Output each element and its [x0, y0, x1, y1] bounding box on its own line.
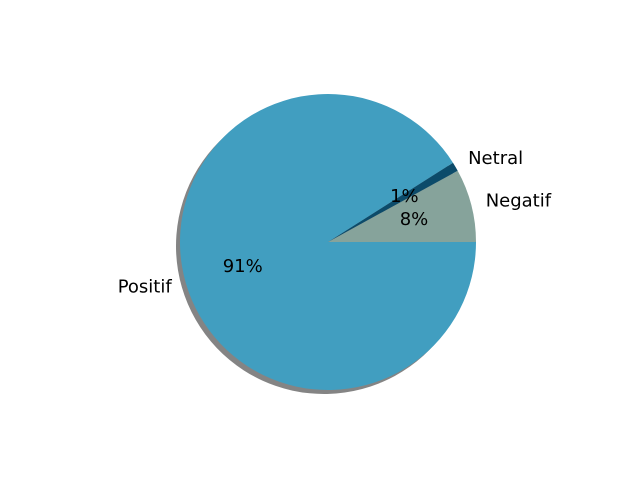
slice-percent-negatif: 8% [400, 209, 429, 230]
slice-percent-positif: 91% [223, 256, 263, 277]
pie-slices [180, 94, 476, 391]
slice-positif [180, 94, 476, 391]
pie-labels: Negatif 8% Netral 1% Positif 91% [118, 148, 552, 297]
slice-label-positif: Positif [118, 276, 173, 297]
slice-negatif [328, 170, 476, 242]
slice-netral [328, 162, 458, 242]
slice-percent-netral: 1% [390, 186, 419, 207]
slice-label-netral: Netral [468, 148, 523, 169]
slice-label-negatif: Negatif [486, 191, 552, 212]
